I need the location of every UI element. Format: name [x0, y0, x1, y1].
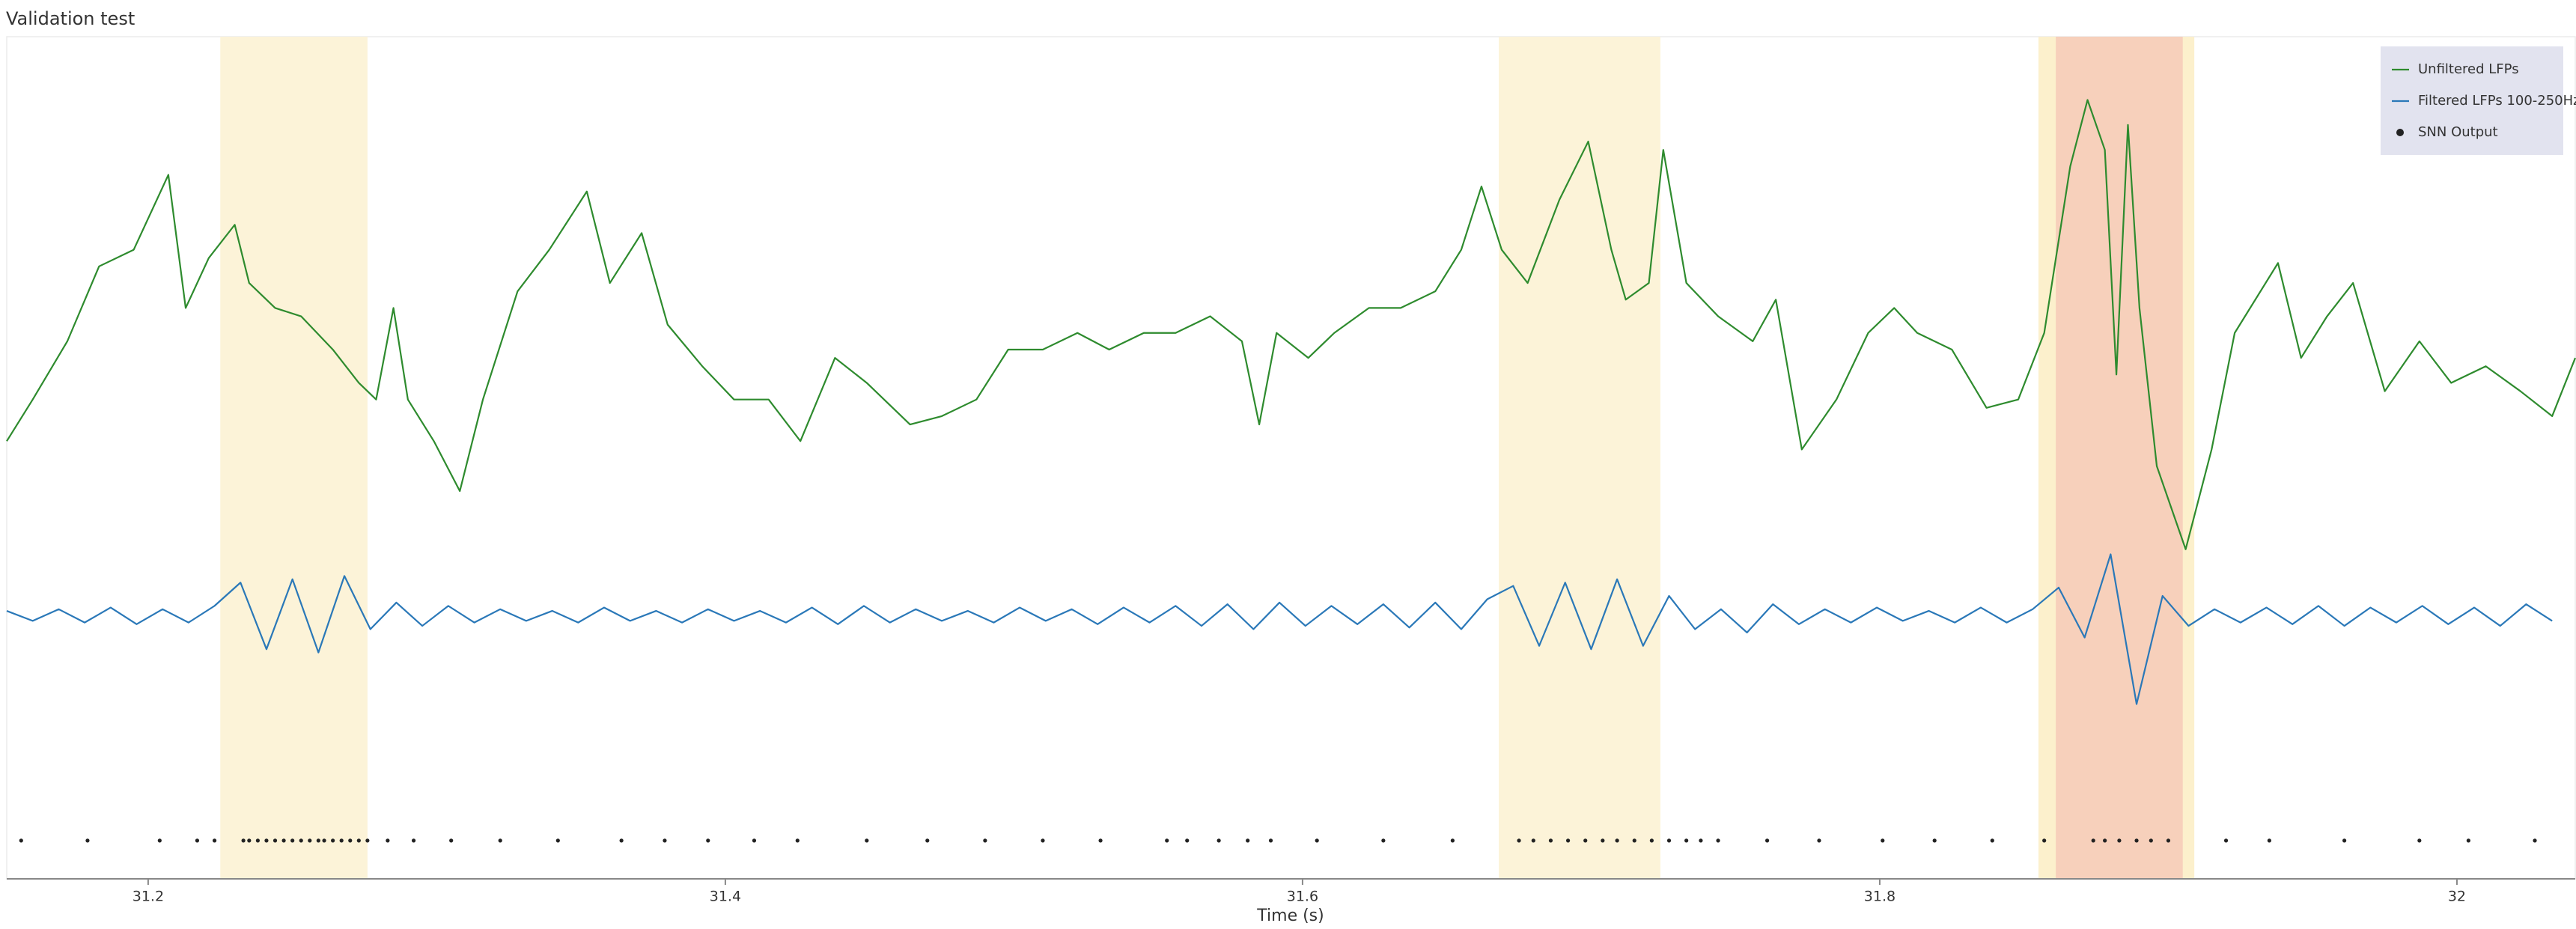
- x-tick-label: 32: [2448, 889, 2466, 905]
- spike-dot: [1246, 838, 1250, 843]
- spike-dot: [1315, 838, 1319, 843]
- spike-dot: [1517, 838, 1521, 843]
- spike-dot: [255, 838, 260, 843]
- spike-dot: [1990, 838, 1994, 843]
- spike-dot: [498, 838, 502, 843]
- spike-dot: [1716, 838, 1720, 843]
- spike-dot: [1041, 838, 1045, 843]
- legend: Unfiltered LFPs Filtered LFPs 100-250Hz SN…: [2381, 46, 2576, 155]
- spike-dot: [411, 838, 416, 843]
- spike-dot: [983, 838, 987, 843]
- spike-dot: [2166, 838, 2171, 843]
- spike-dot: [19, 838, 23, 843]
- spike-dot: [1684, 838, 1689, 843]
- legend-label: SNN Output: [2418, 124, 2498, 140]
- legend-marker: [2396, 129, 2404, 136]
- legend-box: [2381, 46, 2563, 155]
- spike-dot: [706, 838, 710, 843]
- x-tick-label: 31.2: [133, 889, 164, 905]
- highlight-span: [2056, 37, 2183, 879]
- spike-dot: [299, 838, 303, 843]
- spike-dot: [865, 838, 869, 843]
- spike-dot: [264, 838, 269, 843]
- spike-dot: [316, 838, 320, 843]
- spike-dot: [85, 838, 90, 843]
- spike-dot: [2149, 838, 2153, 843]
- spike-dot: [339, 838, 344, 843]
- spike-dot: [322, 838, 326, 843]
- spike-dot: [1548, 838, 1553, 843]
- spike-dot: [281, 838, 286, 843]
- x-tick-label: 31.8: [1864, 889, 1896, 905]
- spike-dot: [925, 838, 930, 843]
- spike-dot: [241, 838, 246, 843]
- highlight-span: [220, 37, 368, 879]
- spike-dot: [247, 838, 252, 843]
- legend-label: Filtered LFPs 100-250Hz: [2418, 93, 2576, 109]
- spike-dot: [1098, 838, 1103, 843]
- spike-dot: [2117, 838, 2122, 843]
- spike-dot: [386, 838, 390, 843]
- spike-dot: [1601, 838, 1605, 843]
- spike-dot: [2267, 838, 2271, 843]
- spike-dot: [212, 838, 217, 843]
- highlight-span: [1499, 37, 1660, 879]
- spike-dot: [1699, 838, 1703, 843]
- spike-dot: [2342, 838, 2347, 843]
- spike-dot: [290, 838, 295, 843]
- x-axis-label: Time (s): [1256, 907, 1324, 925]
- spike-dot: [1615, 838, 1619, 843]
- spike-dot: [272, 838, 278, 843]
- spike-dot: [449, 838, 454, 843]
- spike-dot: [2103, 838, 2107, 843]
- spike-dot: [2134, 838, 2139, 843]
- series-line: [6, 553, 2553, 705]
- spike-dot: [157, 838, 162, 843]
- spike-dot: [1632, 838, 1636, 843]
- spike-dot: [1531, 838, 1535, 843]
- spike-dot: [2223, 838, 2229, 843]
- spike-dot: [2533, 838, 2537, 843]
- spike-dot: [2091, 838, 2095, 843]
- spike-dot: [1185, 838, 1190, 843]
- spike-dot: [1268, 838, 1273, 843]
- spike-dot: [356, 838, 361, 843]
- spike-dot: [1666, 838, 1672, 843]
- spike-dot: [1450, 838, 1455, 843]
- spike-dot: [348, 838, 353, 843]
- spike-dot: [1817, 838, 1821, 843]
- x-tick-label: 31.4: [710, 889, 741, 905]
- chart-title: Validation test: [6, 8, 135, 29]
- spike-dot: [331, 838, 335, 843]
- spike-dot: [1881, 838, 1885, 843]
- spike-dot: [1217, 838, 1221, 843]
- series-line: [6, 99, 2576, 550]
- spike-dot: [752, 838, 757, 843]
- spike-dot: [1565, 838, 1571, 843]
- spike-dot: [795, 838, 800, 843]
- spike-dot: [619, 838, 624, 843]
- spike-dot: [1764, 838, 1770, 843]
- spike-dot: [663, 838, 667, 843]
- spike-dot: [365, 838, 370, 843]
- legend-label: Unfiltered LFPs: [2418, 61, 2519, 77]
- spike-dot: [555, 838, 560, 843]
- spike-dot: [195, 838, 200, 843]
- spike-dot: [1649, 838, 1654, 843]
- spike-dot: [1932, 838, 1937, 843]
- spike-dot: [1381, 838, 1386, 843]
- spike-dot: [2417, 838, 2422, 843]
- spike-dot: [2466, 838, 2470, 843]
- spike-dot: [308, 838, 312, 843]
- x-tick-label: 31.6: [1287, 889, 1318, 905]
- spike-dot: [1165, 838, 1169, 843]
- spike-dot: [2042, 838, 2047, 843]
- spike-dot: [1583, 838, 1588, 843]
